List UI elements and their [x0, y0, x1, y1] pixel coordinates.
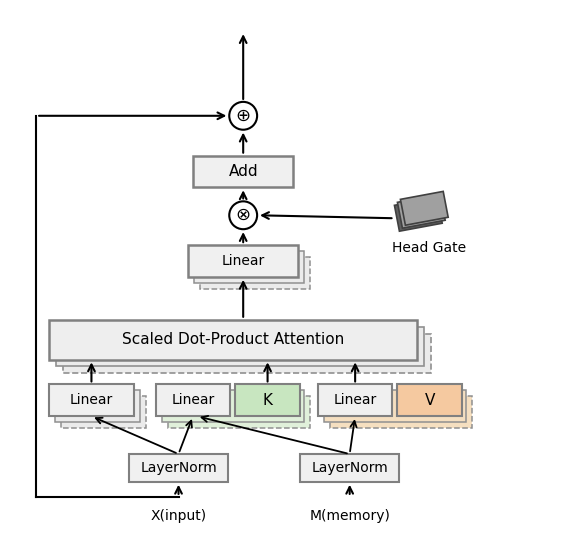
Bar	[49, 384, 134, 416]
Polygon shape	[398, 194, 445, 228]
Text: Add: Add	[228, 164, 258, 179]
Bar	[188, 245, 298, 277]
Bar	[200, 257, 310, 289]
Text: LayerNorm: LayerNorm	[311, 461, 388, 475]
Bar	[156, 384, 230, 416]
Bar	[195, 251, 304, 283]
Text: V: V	[425, 393, 435, 408]
Text: ⊕: ⊕	[236, 107, 251, 125]
Bar	[129, 454, 228, 482]
Bar	[398, 384, 462, 416]
Text: Head Gate: Head Gate	[392, 241, 466, 255]
Text: ⊗: ⊗	[236, 206, 251, 224]
Text: LayerNorm: LayerNorm	[140, 461, 217, 475]
Bar	[324, 390, 466, 422]
Bar	[63, 334, 431, 373]
Text: Linear: Linear	[70, 394, 113, 407]
Bar	[235, 384, 300, 416]
Polygon shape	[394, 198, 442, 231]
Bar	[56, 327, 424, 366]
Bar	[300, 454, 399, 482]
Bar	[168, 396, 310, 428]
Bar	[61, 396, 146, 428]
Circle shape	[229, 201, 257, 229]
Bar	[162, 390, 304, 422]
Circle shape	[229, 102, 257, 130]
Text: Linear: Linear	[222, 254, 265, 268]
Text: M(memory): M(memory)	[309, 509, 390, 523]
Bar	[330, 396, 472, 428]
Bar	[55, 390, 140, 422]
Bar	[193, 155, 293, 187]
Text: K: K	[263, 393, 272, 408]
Bar	[318, 384, 393, 416]
Text: Linear: Linear	[171, 394, 214, 407]
Text: X(input): X(input)	[151, 509, 206, 523]
Bar	[49, 320, 417, 359]
Text: Linear: Linear	[333, 394, 377, 407]
Text: Scaled Dot-Product Attention: Scaled Dot-Product Attention	[122, 332, 345, 347]
Polygon shape	[400, 191, 448, 225]
